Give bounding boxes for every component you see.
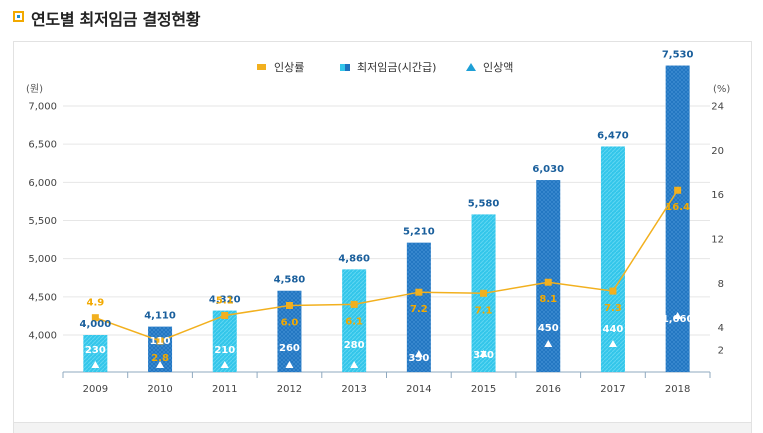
increase-marker-icon <box>479 350 488 357</box>
increase-marker-icon <box>156 361 165 368</box>
rate-point <box>156 337 164 345</box>
y-left-tick-label: 4,000 <box>28 331 57 342</box>
wage-value-label: 6,030 <box>532 164 564 175</box>
x-tick-label: 2011 <box>212 384 237 395</box>
rate-label: 8.1 <box>539 294 557 305</box>
legend-rate-swatch <box>257 64 266 70</box>
x-tick-label: 2017 <box>600 384 625 395</box>
y-left-tick-label: 7,000 <box>28 102 57 113</box>
x-tick-label: 2012 <box>277 384 302 395</box>
rate-point <box>544 278 552 286</box>
legend-wage-swatch-light <box>340 64 345 71</box>
increase-marker-icon <box>285 361 294 368</box>
increase-marker-icon <box>414 350 423 357</box>
rate-point <box>91 314 99 322</box>
increase-label: 440 <box>603 324 624 335</box>
rate-label: 7.1 <box>475 305 493 316</box>
labels: 4,000 4,110 4,320 4,580 4,860 5,210 5,580 6,030… <box>80 50 694 368</box>
legend: 인상률 최저임금(시간급) 인상액 <box>257 61 513 74</box>
y-left-tick-label: 5,500 <box>28 216 57 227</box>
legend-increase-triangle-icon <box>466 63 476 71</box>
rate-point <box>285 302 293 309</box>
rate-label: 6.1 <box>345 316 363 327</box>
rate-label: 5.1 <box>216 295 234 306</box>
wage-value-label: 4,860 <box>338 253 370 264</box>
increase-marker-icon <box>673 312 682 319</box>
legend-rate-label: 인상률 <box>274 61 304 74</box>
wage-value-label: 5,210 <box>403 227 435 238</box>
rate-label: 7.3 <box>604 303 622 314</box>
wage-value-label: 5,580 <box>468 198 500 209</box>
increase-label: 280 <box>344 340 365 351</box>
x-tick-label: 2010 <box>147 384 172 395</box>
y-right-tick-label: 24 <box>711 102 724 113</box>
y-left-unit: (원) <box>26 83 43 95</box>
y-left-tick-label: 6,000 <box>28 178 57 189</box>
y-right-unit: (%) <box>713 84 730 95</box>
y-right-tick-label: 4 <box>718 323 724 334</box>
increase-label: 350 <box>408 353 429 364</box>
increase-label: 1,060 <box>662 314 694 325</box>
legend-wage-swatch-dark <box>345 64 350 71</box>
legend-wage-label: 최저임금(시간급) <box>357 61 436 74</box>
y-left-tick-label: 4,500 <box>28 292 57 303</box>
x-tick-label: 2016 <box>536 384 561 395</box>
increase-label: 110 <box>150 336 171 347</box>
rate-point <box>480 289 488 297</box>
x-tick-label: 2018 <box>665 384 690 395</box>
x-tick-label: 2013 <box>341 384 366 395</box>
increase-label: 210 <box>214 345 235 356</box>
wage-bar <box>342 269 367 372</box>
rate-label: 6.0 <box>281 318 299 329</box>
rate-label: 16.4 <box>665 202 690 213</box>
panel-footer <box>13 423 752 433</box>
chart-title: 연도별 최저임금 결정현황 <box>31 10 201 29</box>
chart-panel <box>13 41 752 423</box>
bars <box>83 65 690 372</box>
y-right-tick-label: 8 <box>718 279 724 290</box>
rate-point <box>609 287 617 295</box>
rate-label: 2.8 <box>151 353 169 364</box>
increase-marker-icon <box>350 361 359 368</box>
wage-value-label: 7,530 <box>662 50 694 61</box>
rate-point <box>221 311 229 319</box>
title-square-icon <box>13 11 24 22</box>
rate-label: 7.2 <box>410 304 428 315</box>
x-tick-label: 2015 <box>471 384 496 395</box>
increase-marker-icon <box>220 361 229 368</box>
chart-header: 연도별 최저임금 결정현황 <box>0 0 763 36</box>
legend-increase-label: 인상액 <box>483 61 513 74</box>
increase-label: 260 <box>279 343 300 354</box>
increase-marker-icon <box>91 361 100 368</box>
y-left-tick-label: 5,000 <box>28 254 57 265</box>
wage-value-label: 4,000 <box>80 319 112 330</box>
rate-line-layer <box>91 186 682 345</box>
increase-label: 450 <box>538 323 559 334</box>
y-right-tick-label: 12 <box>711 235 724 246</box>
x-tick-label: 2014 <box>406 384 431 395</box>
wage-bar <box>665 65 690 372</box>
wage-bar <box>600 146 625 372</box>
y-right-tick-label: 16 <box>711 190 724 201</box>
wage-value-label: 6,470 <box>597 130 629 141</box>
wage-value-label: 4,110 <box>144 311 176 322</box>
increase-marker-icon <box>608 340 617 347</box>
rate-point <box>415 288 423 296</box>
rate-point <box>350 300 358 308</box>
y-left-tick-label: 6,500 <box>28 140 57 151</box>
wage-value-label: 4,580 <box>274 275 306 286</box>
increase-marker-icon <box>544 340 553 347</box>
increase-label: 230 <box>85 345 106 356</box>
rate-point <box>674 186 682 194</box>
rate-label: 4.9 <box>86 298 104 309</box>
x-tick-label: 2009 <box>83 384 108 395</box>
wage-value-label: 4,320 <box>209 295 241 306</box>
y-right-tick-label: 20 <box>711 146 724 157</box>
y-right-tick-label: 2 <box>718 345 724 356</box>
rate-line <box>95 189 679 342</box>
